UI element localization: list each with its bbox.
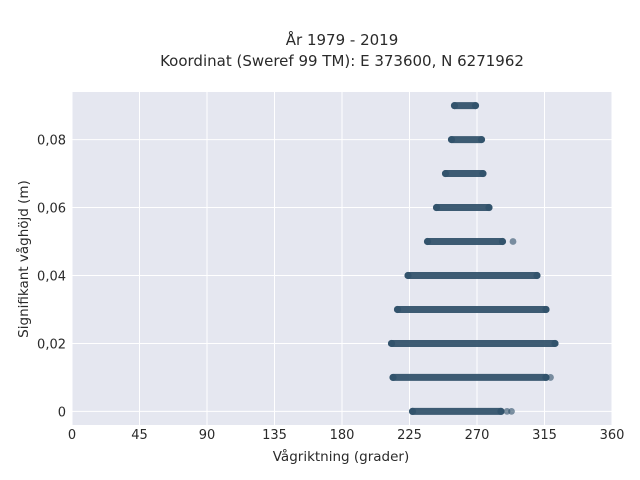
data-band <box>408 407 515 416</box>
data-point <box>387 339 396 348</box>
data-point <box>551 339 559 348</box>
data-point <box>547 374 554 381</box>
chart-title-line2: Koordinat (Sweref 99 TM): E 373600, N 62… <box>160 52 524 70</box>
data-point <box>389 373 397 382</box>
chart-title-line1: År 1979 - 2019 <box>286 30 399 49</box>
y-tick-label: 0,02 <box>37 337 66 352</box>
data-point <box>404 271 412 280</box>
data-band <box>393 305 550 314</box>
data-point <box>477 135 486 144</box>
x-axis-label: Vågriktning (grader) <box>273 448 410 465</box>
data-point <box>408 407 417 416</box>
data-point <box>423 237 432 246</box>
data-band <box>389 373 554 382</box>
data-band <box>404 271 541 280</box>
x-tick-label: 180 <box>330 428 355 443</box>
x-tick-label: 360 <box>600 428 625 443</box>
data-band <box>441 169 487 178</box>
y-tick-label: 0,04 <box>37 269 66 284</box>
y-tick-label: 0 <box>58 405 66 420</box>
x-tick-label: 45 <box>131 428 148 443</box>
data-point <box>450 101 459 110</box>
x-tick-label: 315 <box>532 428 557 443</box>
data-point <box>497 407 505 416</box>
data-point <box>485 203 493 212</box>
data-point <box>447 135 456 144</box>
data-point <box>533 271 541 280</box>
data-band <box>432 203 493 212</box>
data-point <box>479 169 487 178</box>
y-axis-label: Signifikant våghöjd (m) <box>15 180 32 338</box>
data-band <box>447 135 486 144</box>
data-band <box>387 339 559 348</box>
x-tick-label: 0 <box>68 428 76 443</box>
data-point <box>498 237 507 246</box>
data-point <box>508 408 515 415</box>
x-tick-label: 225 <box>397 428 422 443</box>
y-tick-labels: 0 0,02 0,04 0,06 0,08 <box>37 134 66 421</box>
data-point <box>432 203 441 212</box>
data-point <box>509 238 517 245</box>
y-tick-label: 0,08 <box>37 134 66 149</box>
x-tick-label: 270 <box>465 428 490 443</box>
x-tick-label: 90 <box>199 428 216 443</box>
data-band <box>423 237 517 246</box>
data-point <box>441 169 450 178</box>
x-tick-labels: 0 45 90 135 180 225 270 315 360 <box>68 428 625 443</box>
data-band <box>450 101 480 110</box>
data-point <box>542 305 550 314</box>
y-tick-label: 0,06 <box>37 202 66 217</box>
data-point <box>393 305 402 314</box>
data-points <box>387 101 559 416</box>
x-tick-label: 135 <box>262 428 287 443</box>
data-point <box>471 101 480 110</box>
